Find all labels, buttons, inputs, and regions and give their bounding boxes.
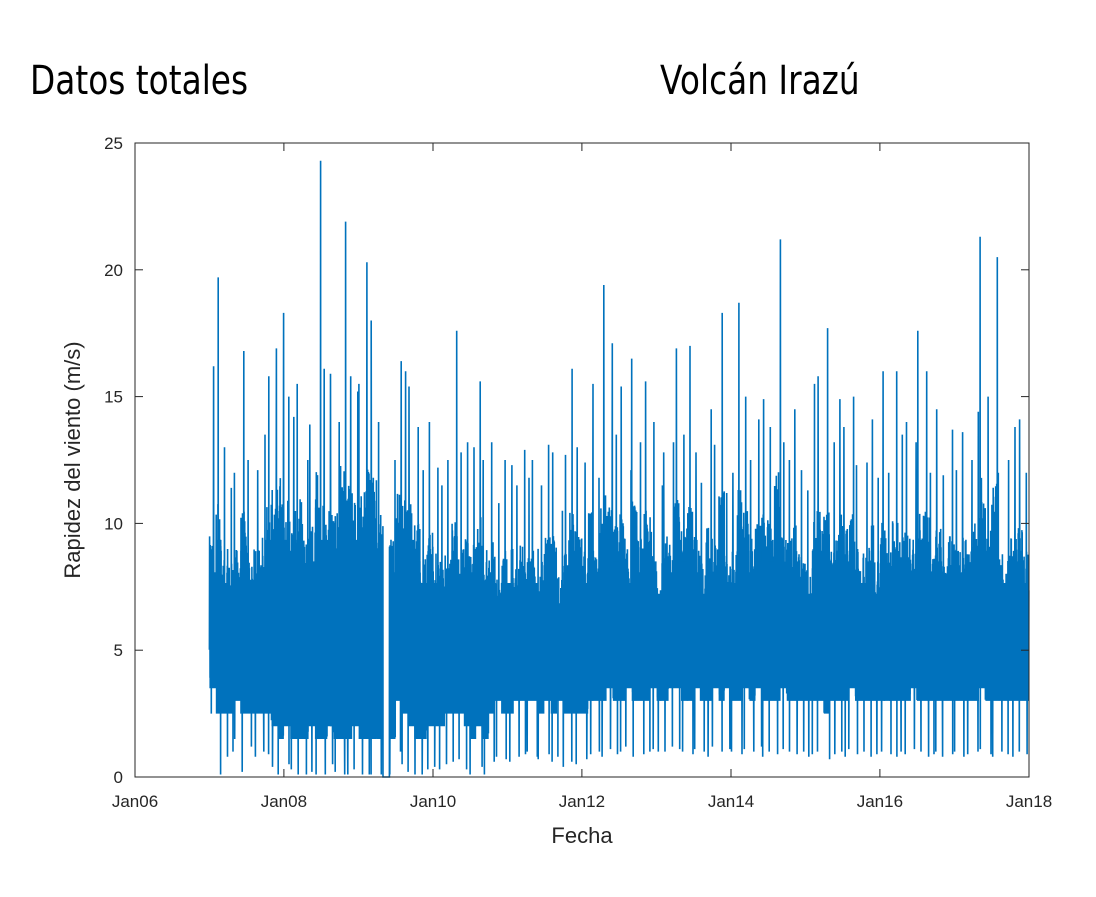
y-tick-label: 10	[104, 514, 123, 533]
y-tick-label: 25	[104, 134, 123, 153]
plot-series	[208, 160, 1030, 778]
x-tick-label: Jan12	[559, 792, 605, 811]
y-tick-label: 15	[104, 388, 123, 407]
x-tick-label: Jan06	[112, 792, 158, 811]
wind-speed-series-core	[209, 507, 1029, 739]
x-tick-label: Jan16	[857, 792, 903, 811]
y-axis-title: Rapidez del viento (m/s)	[60, 341, 85, 578]
chart-title-right: Volcán Irazú	[660, 58, 860, 104]
x-tick-label: Jan18	[1006, 792, 1052, 811]
y-tick-label: 0	[114, 768, 123, 787]
x-tick-label: Jan14	[708, 792, 754, 811]
chart-title-left: Datos totales	[30, 58, 249, 104]
x-ticks: Jan06 Jan08 Jan10 Jan12 Jan14 Jan16 Jan18	[112, 143, 1052, 811]
y-tick-label: 5	[114, 641, 123, 660]
y-ticks: 0 5 10 15 20 25	[104, 134, 1029, 787]
x-axis-title: Fecha	[551, 823, 613, 848]
y-tick-label: 20	[104, 261, 123, 280]
plot-area-frame	[134, 142, 1030, 778]
x-tick-label: Jan10	[410, 792, 456, 811]
x-tick-label: Jan08	[261, 792, 307, 811]
